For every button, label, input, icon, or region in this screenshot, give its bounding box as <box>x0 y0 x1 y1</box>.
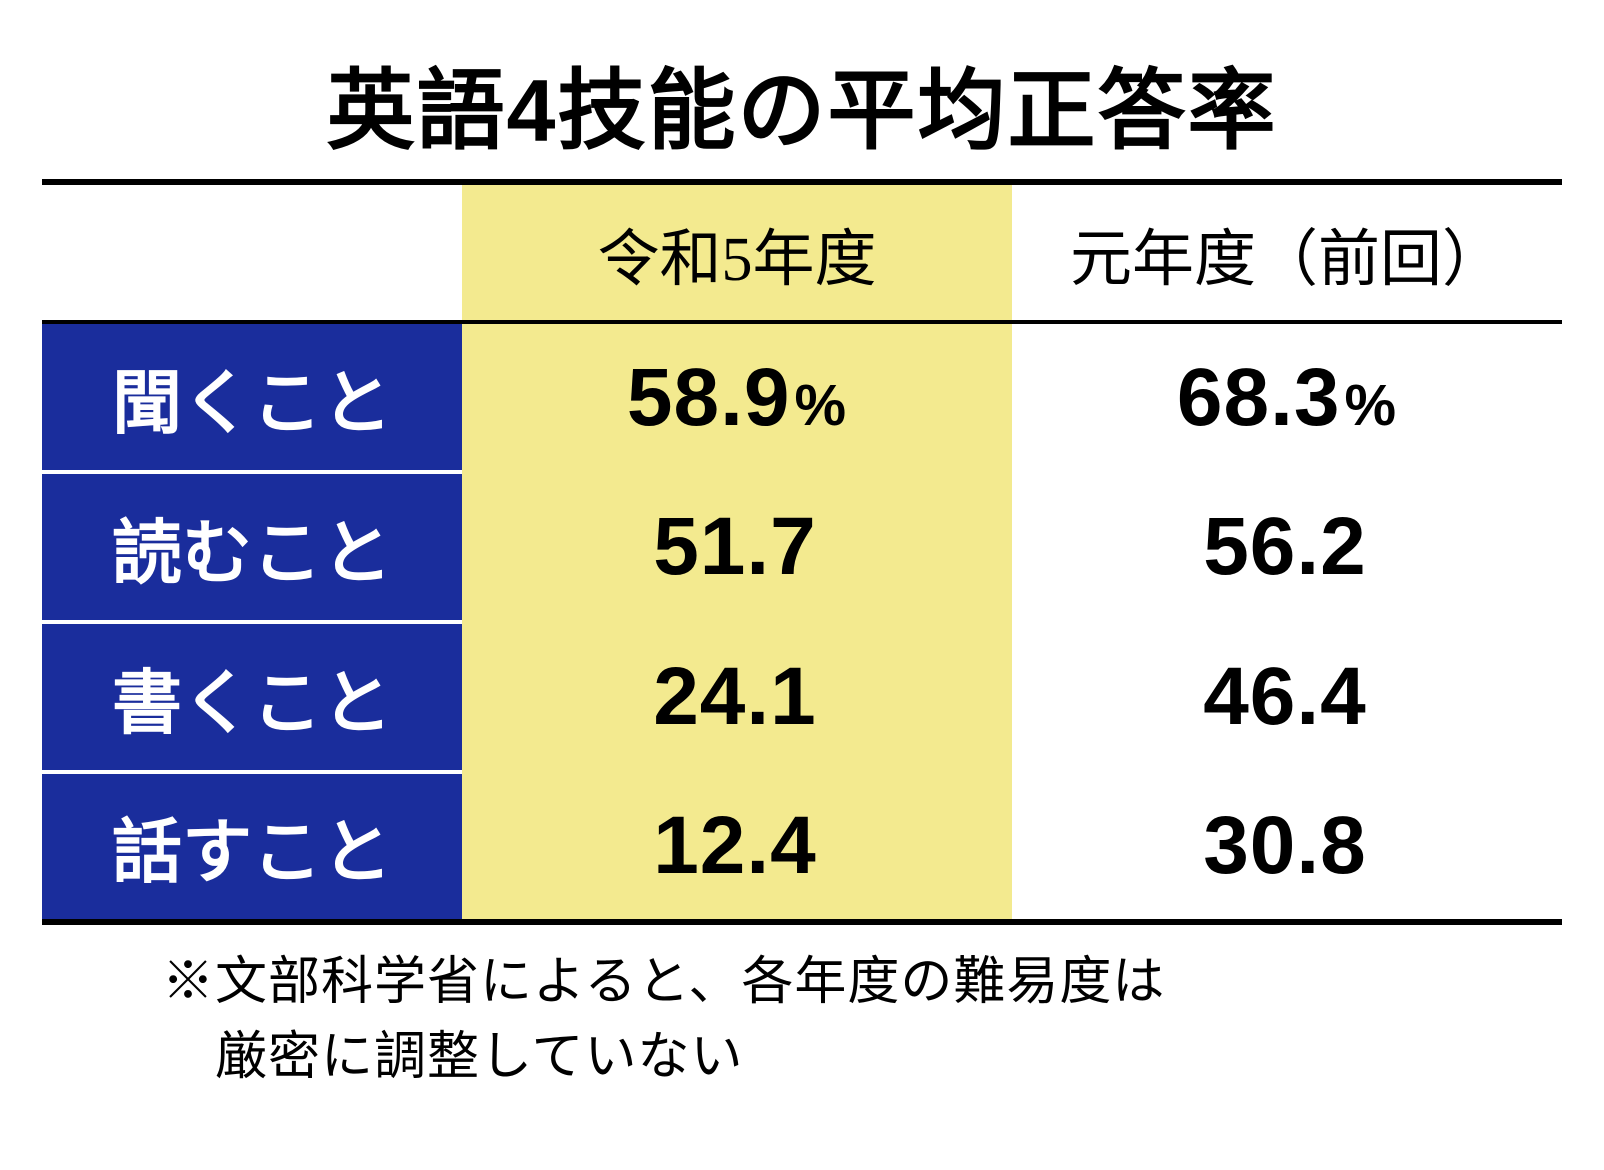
table-header-row: 令和5年度 元年度（前回） <box>42 182 1562 322</box>
value-number: 56.2 <box>1203 501 1367 592</box>
row-value-2: 46.4 <box>1012 622 1562 772</box>
footnote-line-1: ※文部科学省によると、各年度の難易度は <box>162 954 1165 1011</box>
value-number: 12.4 <box>653 800 817 891</box>
row-value-2: 30.8 <box>1012 772 1562 922</box>
row-value-1: 24.1 <box>462 622 1012 772</box>
row-value-1: 51.7 <box>462 472 1012 622</box>
row-value-2: 56.2 <box>1012 472 1562 622</box>
figure-title: 英語4技能の平均正答率 <box>42 40 1562 167</box>
data-table: 令和5年度 元年度（前回） 聞くこと 58.9% 68.3% 読むこと 51.7… <box>42 179 1562 925</box>
row-value-2: 68.3% <box>1012 322 1562 472</box>
row-label: 書くこと <box>42 622 462 772</box>
percent-unit: % <box>1345 373 1398 438</box>
footnote-line-2: 厳密に調整していない <box>162 1029 743 1086</box>
header-col-1: 令和5年度 <box>462 182 1012 322</box>
row-value-1: 12.4 <box>462 772 1012 922</box>
header-col-2: 元年度（前回） <box>1012 182 1562 322</box>
header-corner <box>42 182 462 322</box>
footnote: ※文部科学省によると、各年度の難易度は 厳密に調整していない <box>42 945 1562 1096</box>
table-row: 話すこと 12.4 30.8 <box>42 772 1562 922</box>
figure-container: 英語4技能の平均正答率 令和5年度 元年度（前回） 聞くこと 58.9% 68.… <box>42 40 1562 1096</box>
value-number: 68.3 <box>1177 352 1341 443</box>
table-row: 読むこと 51.7 56.2 <box>42 472 1562 622</box>
row-label: 聞くこと <box>42 322 462 472</box>
row-label: 読むこと <box>42 472 462 622</box>
table-row: 聞くこと 58.9% 68.3% <box>42 322 1562 472</box>
value-number: 51.7 <box>653 501 817 592</box>
table-row: 書くこと 24.1 46.4 <box>42 622 1562 772</box>
percent-unit: % <box>795 373 848 438</box>
value-number: 24.1 <box>653 651 817 742</box>
row-label: 話すこと <box>42 772 462 922</box>
value-number: 30.8 <box>1203 800 1367 891</box>
value-number: 46.4 <box>1203 651 1367 742</box>
value-number: 58.9 <box>627 352 791 443</box>
row-value-1: 58.9% <box>462 322 1012 472</box>
